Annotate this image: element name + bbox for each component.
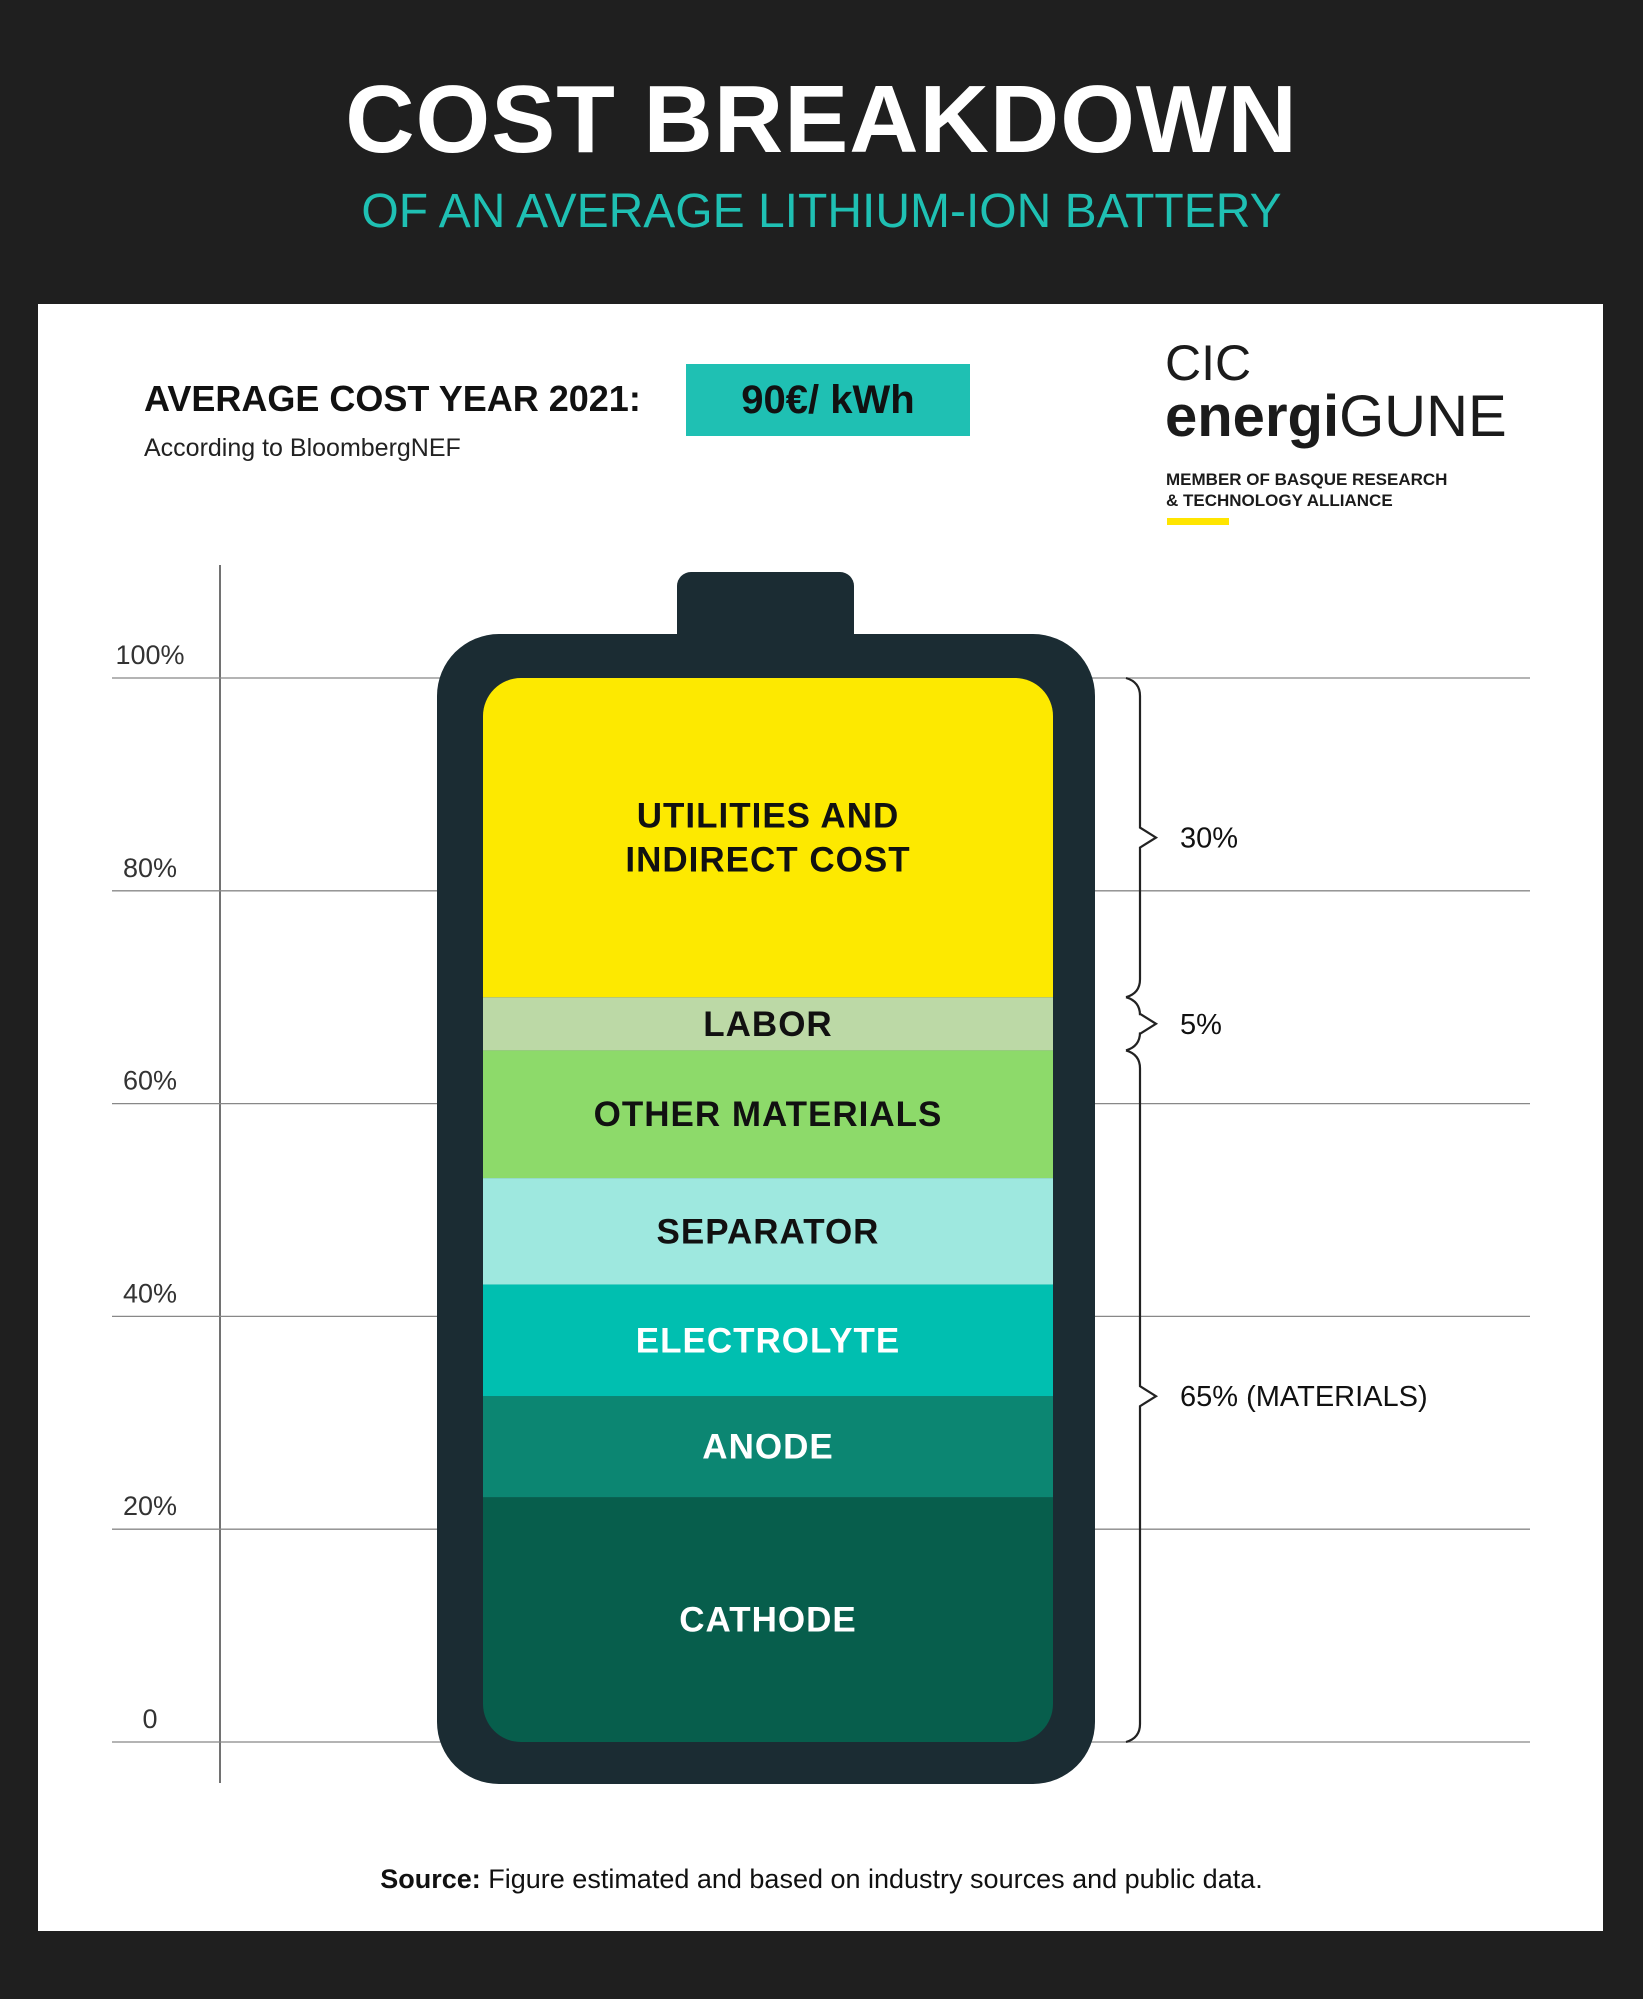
logo-brand: energiGUNE — [1165, 388, 1507, 446]
y-tick-label: 20% — [123, 1491, 177, 1521]
segment-label-separator: SEPARATOR — [657, 1212, 880, 1251]
logo-brand-bold: energi — [1165, 384, 1340, 449]
source-footnote: Source: Figure estimated and based on in… — [0, 1864, 1643, 1895]
bracket-5 — [1125, 996, 1159, 1052]
segment-labor — [483, 997, 1053, 1051]
logo-accent-bar — [1167, 518, 1229, 525]
bracket-label-5: 5% — [1180, 1009, 1222, 1041]
segment-anode — [483, 1396, 1053, 1498]
segment-separator — [483, 1178, 1053, 1285]
segment-label-utilities-and-indirect-cost: INDIRECT COST — [625, 841, 910, 880]
segment-electrolyte — [483, 1284, 1053, 1397]
segment-label-cathode: CATHODE — [679, 1601, 856, 1640]
bracket-label-65-materials: 65% (MATERIALS) — [1180, 1381, 1428, 1413]
page-subtitle: OF AN AVERAGE LITHIUM-ION BATTERY — [361, 185, 1282, 238]
average-cost-badge: 90€/ kWh — [686, 364, 970, 436]
logo-member-line2: & TECHNOLOGY ALLIANCE — [1166, 491, 1393, 510]
y-tick-label: 40% — [123, 1278, 177, 1308]
logo-cic-text: CIC — [1165, 335, 1252, 391]
segment-label-utilities-and-indirect-cost: UTILITIES AND — [637, 797, 900, 836]
bracket-layer: 30% 5% 65% (MATERIALS) — [1125, 676, 1428, 1744]
source-text: Figure estimated and based on industry s… — [480, 1864, 1263, 1894]
segment-utilities-and-indirect-cost — [483, 678, 1053, 998]
segment-label-electrolyte: ELECTROLYTE — [636, 1321, 900, 1360]
segment-label-anode: ANODE — [702, 1428, 833, 1467]
logo-member-text: MEMBER OF BASQUE RESEARCH & TECHNOLOGY A… — [1166, 469, 1486, 511]
bracket-65-materials — [1125, 1049, 1159, 1744]
bracket-30 — [1125, 676, 1159, 999]
y-tick-label: 60% — [123, 1066, 177, 1096]
segment-label-labor: LABOR — [703, 1005, 832, 1044]
segment-label-other-materials: OTHER MATERIALS — [594, 1095, 943, 1134]
battery-layer: CATHODE ANODE ELECTROLYTE SEPARATOR OTHER MA… — [437, 572, 1095, 1784]
segment-other-materials — [483, 1050, 1053, 1179]
logo-member-line1: MEMBER OF BASQUE RESEARCH — [1166, 470, 1448, 489]
y-tick-label: 0 — [142, 1704, 157, 1734]
logo-brand-light: GUNE — [1339, 384, 1507, 449]
y-tick-label: 100% — [115, 640, 184, 670]
battery-segments — [483, 678, 1053, 1742]
battery-terminal — [677, 572, 854, 652]
bracket-label-30: 30% — [1180, 823, 1238, 855]
average-cost-source: According to BloombergNEF — [144, 434, 461, 462]
average-cost-label: AVERAGE COST YEAR 2021: — [144, 378, 641, 419]
y-tick-label: 80% — [123, 853, 177, 883]
page-title: COST BREAKDOWN — [345, 66, 1298, 173]
source-label: Source: — [380, 1864, 481, 1894]
segment-cathode — [483, 1497, 1053, 1742]
